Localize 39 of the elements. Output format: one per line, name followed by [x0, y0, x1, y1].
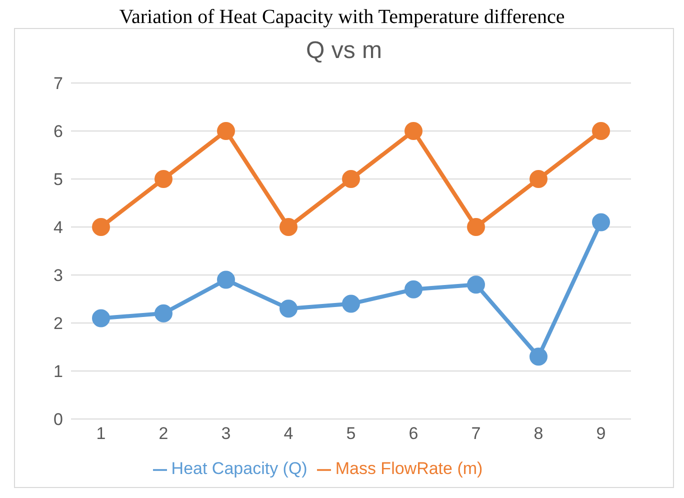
legend-label: Mass FlowRate (m)	[335, 459, 483, 478]
point	[92, 309, 110, 328]
point	[592, 122, 610, 140]
x-tick-label: 6	[408, 424, 418, 444]
point	[280, 300, 298, 318]
x-tick-label: 8	[534, 424, 544, 444]
point	[592, 213, 610, 232]
x-tick-label: 3	[221, 424, 231, 444]
point	[467, 276, 485, 294]
y-tick-label: 2	[54, 314, 63, 334]
point	[530, 170, 548, 188]
y-tick-label: 1	[54, 362, 63, 382]
y-tick-label: 3	[54, 266, 63, 286]
y-tick-label: 6	[54, 122, 63, 142]
x-tick-label: 7	[471, 424, 481, 444]
point	[92, 218, 110, 236]
y-tick-label: 0	[54, 410, 63, 430]
point	[154, 170, 172, 188]
y-tick-label: 5	[54, 170, 63, 190]
point	[404, 280, 422, 298]
x-tick-label: 9	[596, 424, 606, 444]
point	[404, 122, 422, 140]
point	[342, 170, 360, 188]
point	[467, 218, 485, 236]
point	[217, 122, 235, 140]
text: Variation of Heat Capacity with Temperature difference	[118, 6, 566, 28]
point	[154, 304, 172, 322]
y-tick-label: 4	[54, 218, 63, 238]
x-tick-label: 5	[346, 424, 356, 444]
legend-label: Heat Capacity (Q)	[171, 459, 308, 478]
x-tick-label: 2	[158, 424, 168, 444]
x-tick-label: 1	[96, 424, 106, 444]
point	[530, 348, 548, 366]
x-tick-label: 4	[284, 424, 294, 444]
y-tick-label: 7	[54, 74, 63, 94]
chart-title: Q vs m	[305, 37, 383, 66]
point	[217, 270, 235, 289]
point	[342, 294, 360, 313]
point	[280, 218, 298, 236]
